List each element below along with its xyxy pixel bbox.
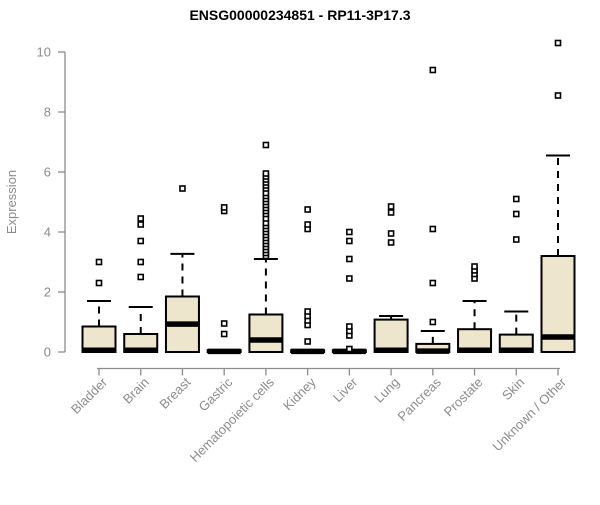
outlier-point [137, 215, 145, 222]
boxplot-pancreas [415, 66, 451, 354]
x-tick-label-lung: Lung [371, 375, 402, 406]
boxplot-breast [164, 185, 200, 353]
y-tick-label: 0 [44, 345, 51, 360]
outlier-point [429, 318, 437, 326]
boxplot-bladder [81, 258, 117, 353]
outlier-point [262, 141, 270, 149]
y-tick-label: 2 [44, 285, 51, 300]
x-tick-label-kidney: Kidney [280, 374, 319, 413]
x-tick-label-bladder: Bladder [68, 374, 111, 417]
outlier-point [220, 330, 228, 338]
outlier-point [304, 221, 311, 228]
boxplot-prostate [457, 263, 493, 354]
outlier-point [346, 275, 353, 282]
boxplot-liver [331, 228, 367, 355]
x-tick-label-brain: Brain [120, 375, 152, 407]
outlier-point [346, 255, 353, 263]
x-tick-label-pancreas: Pancreas [394, 374, 444, 424]
boxplot-skin [498, 195, 534, 354]
outlier-point [137, 258, 145, 266]
outlier-point [220, 204, 228, 211]
outlier-point [304, 308, 311, 315]
outlier-point [137, 273, 145, 281]
outlier-point [554, 39, 562, 47]
outlier-point [346, 237, 353, 245]
outlier-point [262, 170, 270, 177]
x-tick-label-skin: Skin [499, 375, 527, 403]
y-axis-title: Expression [4, 170, 19, 234]
outlier-point [387, 209, 395, 216]
outlier-point [346, 345, 353, 353]
iqr-box [373, 318, 409, 354]
x-tick-label-unknown-other: Unknown / Other [490, 374, 570, 454]
outlier-point [346, 228, 353, 236]
outlier-point [179, 185, 186, 192]
outlier-point [512, 195, 520, 203]
boxplot-hematopoietic-cells [248, 141, 284, 353]
outlier-point [95, 279, 103, 287]
y-tick-label: 6 [44, 165, 51, 180]
outlier-point [95, 258, 103, 266]
boxplot-kidney [290, 206, 326, 355]
outlier-point [429, 66, 437, 74]
outlier-point [220, 320, 228, 327]
y-tick-label: 10 [37, 45, 51, 60]
outlier-point [429, 225, 437, 233]
boxplot-unknown-other [540, 39, 576, 353]
outlier-point [304, 206, 311, 213]
boxplot-brain [123, 215, 159, 353]
outlier-point [137, 237, 145, 245]
outlier-point [137, 221, 145, 228]
outlier-point [304, 338, 311, 345]
outlier-point [512, 236, 520, 243]
boxplot-lung [373, 203, 409, 354]
outlier-point [387, 239, 395, 246]
outlier-point [429, 279, 437, 287]
iqr-box [248, 313, 284, 353]
outlier-point [512, 210, 520, 218]
y-tick-label: 8 [44, 105, 51, 120]
chart-title: ENSG00000234851 - RP11-3P17.3 [189, 7, 410, 23]
outlier-point [346, 323, 353, 330]
boxplot-gastric [206, 204, 242, 355]
x-tick-label-prostate: Prostate [441, 375, 486, 420]
y-tick-label: 4 [44, 225, 51, 240]
x-tick-label-liver: Liver [330, 374, 361, 405]
outlier-point [554, 92, 562, 99]
outlier-point [387, 230, 395, 237]
y-axis: 0 2 4 6 8 10 Expression [4, 45, 66, 360]
outlier-point [387, 203, 395, 210]
x-tick-label-breast: Breast [156, 374, 193, 411]
outlier-point [471, 263, 478, 270]
x-tick-label-gastric: Gastric [196, 374, 236, 414]
